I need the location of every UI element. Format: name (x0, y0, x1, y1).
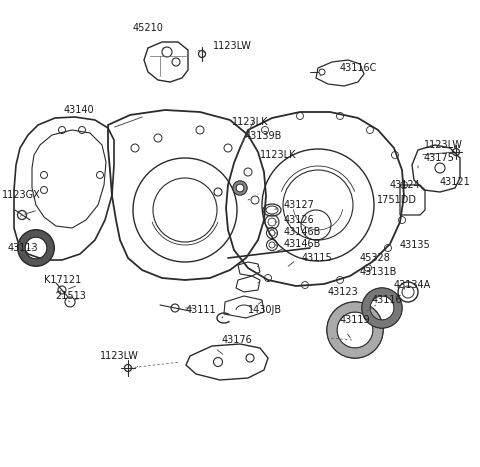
Text: 1123LW: 1123LW (424, 140, 463, 150)
Text: 43131B: 43131B (360, 267, 397, 277)
Text: 43119: 43119 (340, 315, 371, 325)
Text: 43116C: 43116C (340, 63, 377, 73)
Text: 45328: 45328 (360, 253, 391, 263)
Text: 1123LK: 1123LK (260, 150, 297, 160)
Text: 43134A: 43134A (394, 280, 431, 290)
Text: 21513: 21513 (55, 291, 86, 301)
Text: 43124: 43124 (390, 180, 421, 190)
Wedge shape (362, 288, 402, 328)
Text: 43115: 43115 (302, 253, 333, 263)
Text: 43111: 43111 (186, 305, 216, 315)
Text: 43121: 43121 (440, 177, 471, 187)
Text: 43113: 43113 (8, 243, 38, 253)
Text: 43175: 43175 (424, 153, 455, 163)
Text: 1123LW: 1123LW (213, 41, 252, 51)
Wedge shape (327, 302, 383, 358)
Text: 43135: 43135 (400, 240, 431, 250)
Text: 43146B: 43146B (284, 227, 322, 237)
Wedge shape (18, 230, 54, 266)
Text: 1123GX: 1123GX (2, 190, 41, 200)
Text: 1751DD: 1751DD (377, 195, 417, 205)
Text: 43140: 43140 (64, 105, 95, 115)
Text: 1123LK: 1123LK (232, 117, 268, 127)
Text: 43116: 43116 (372, 295, 403, 305)
Text: 43126: 43126 (284, 215, 315, 225)
Text: 1430JB: 1430JB (248, 305, 282, 315)
Text: 43139B: 43139B (245, 131, 282, 141)
Text: 43123: 43123 (328, 287, 359, 297)
Text: 43127: 43127 (284, 200, 315, 210)
Wedge shape (233, 181, 247, 195)
Text: 45210: 45210 (132, 23, 163, 33)
Text: 43146B: 43146B (284, 239, 322, 249)
Text: 43176: 43176 (222, 335, 253, 345)
Text: K17121: K17121 (44, 275, 81, 285)
Text: 1123LW: 1123LW (100, 351, 139, 361)
